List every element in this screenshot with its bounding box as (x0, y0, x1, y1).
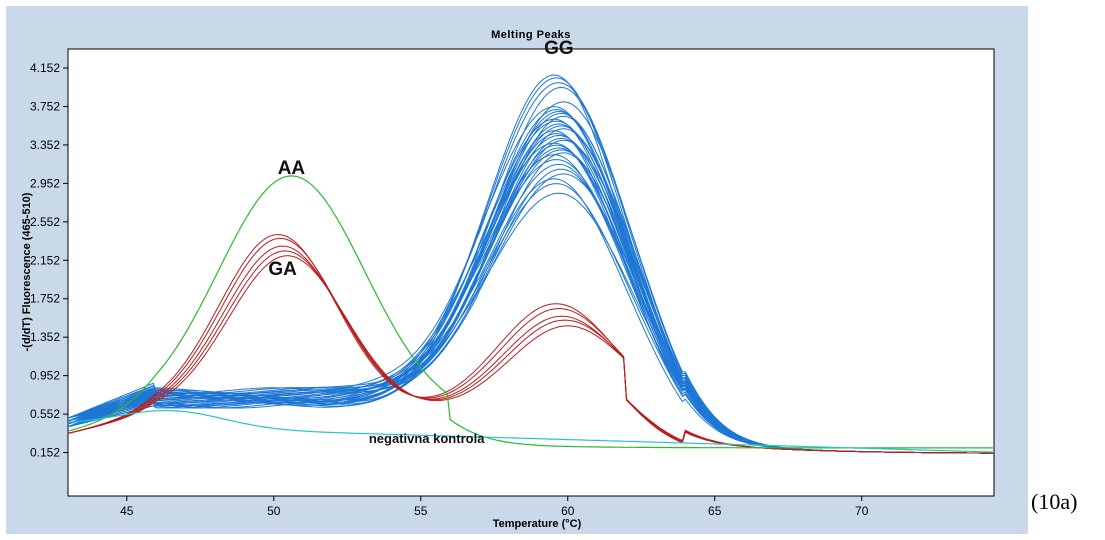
y-tick-label: 0.552 (30, 407, 60, 421)
y-tick-label: 2.952 (30, 176, 60, 190)
y-tick-label: 0.952 (30, 369, 60, 383)
y-tick-label: 3.752 (30, 99, 60, 113)
chart-title: Melting Peaks (491, 29, 571, 41)
negative-control-line (68, 409, 994, 453)
data-series (68, 74, 994, 454)
annotation-label: negativna kontrola (369, 431, 485, 446)
y-tick-label: 2.152 (30, 253, 60, 267)
annotations: GG AA GA negativna kontrola (268, 38, 573, 446)
plot-area (67, 48, 995, 497)
y-tick-label: 1.352 (30, 330, 60, 344)
x-tick-label: 60 (561, 504, 575, 518)
melting-peaks-chart: Melting Peaks Temperature (°C) -(d/dT) F… (21, 29, 995, 530)
y-tick-label: 4.152 (30, 61, 60, 75)
chart-frame: Melting Peaks Temperature (°C) -(d/dT) F… (6, 6, 1028, 534)
x-tick-label: 70 (855, 504, 869, 518)
x-tick-label: 55 (414, 504, 428, 518)
y-tick-label: 1.752 (30, 292, 60, 306)
x-axis-label: Temperature (°C) (493, 518, 582, 530)
annotation-label: GA (268, 259, 297, 280)
axis-ticks: 45 50 55 60 65 70 0.152 0.552 0.952 1.352 1.752 2.1… (30, 61, 869, 518)
annotation-label: AA (278, 158, 306, 179)
y-tick-label: 2.552 (30, 215, 60, 229)
x-tick-label: 45 (120, 504, 134, 518)
annotation-label: GG (544, 38, 574, 59)
x-tick-label: 65 (708, 504, 722, 518)
y-axis-label: -(d/dT) Fluorescence (465-510) (21, 192, 33, 351)
ga-series-line (68, 255, 994, 454)
y-tick-label: 0.152 (30, 446, 60, 460)
figure-label: (10a) (1031, 489, 1078, 514)
x-tick-label: 50 (267, 504, 281, 518)
y-tick-label: 3.352 (30, 138, 60, 152)
